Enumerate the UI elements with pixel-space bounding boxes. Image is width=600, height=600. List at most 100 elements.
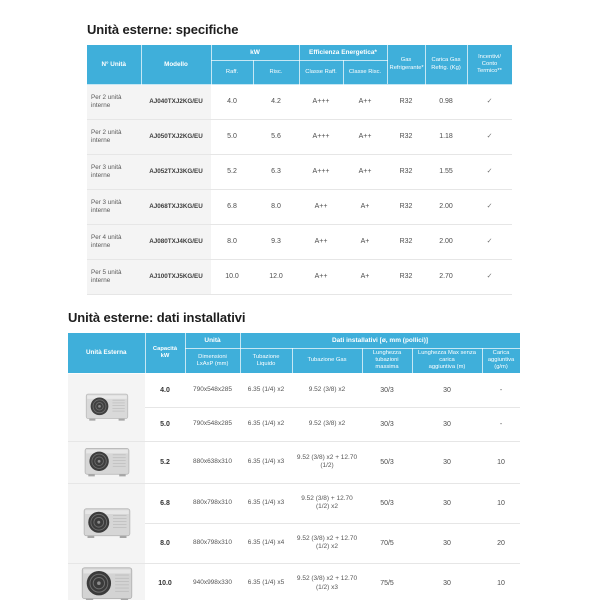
- tubazione-liquido-cell: 6.35 (1/4) x5: [240, 563, 292, 600]
- kw-risc-cell: 12.0: [253, 259, 299, 295]
- install-table: Unità Esterna Capacità kW Unità Dati ins…: [68, 333, 521, 600]
- gas-cell: R32: [387, 259, 426, 295]
- carica-cell: 1.55: [425, 154, 468, 190]
- col-header-lunghezza-max: Lunghezza Max senza carica aggiuntiva (m…: [412, 348, 483, 374]
- kw-raff-cell: 5.2: [211, 154, 253, 190]
- n-unita-cell: Per 3 unità interne: [87, 189, 141, 225]
- outdoor-unit-photo: [68, 483, 145, 564]
- modello-cell: AJ040TXJ2KG/EU: [141, 84, 211, 120]
- capacita-cell: 5.2: [145, 441, 185, 484]
- tubazione-gas-cell: 9.52 (3/8) x2 + 12.70 (1/2) x3: [292, 563, 362, 600]
- lunghezza-cell: 50/3: [362, 483, 412, 524]
- carica-aggiuntiva-cell: 10: [482, 441, 521, 484]
- n-unita-cell: Per 4 unità interne: [87, 224, 141, 260]
- lunghezza-max-cell: 30: [412, 407, 482, 442]
- spec-table-row: Per 2 unità interne AJ040TXJ2KG/EU 4.0 4…: [87, 84, 513, 120]
- carica-aggiuntiva-cell: 10: [482, 483, 521, 524]
- tubazione-liquido-cell: 6.35 (1/4) x3: [240, 483, 292, 524]
- col-group-kw: kW: [211, 45, 300, 61]
- kw-raff-cell: 8.0: [211, 224, 253, 260]
- col-header-classe-risc: Classe Risc.: [343, 60, 388, 85]
- col-header-classe-raff: Classe Raff.: [299, 60, 344, 85]
- dimensioni-cell: 790x548x285: [185, 373, 240, 408]
- tubazione-liquido-cell: 6.35 (1/4) x2: [240, 407, 292, 442]
- install-table-row: 5.2 880x638x310 6.35 (1/4) x3 9.52 (3/8)…: [68, 441, 521, 484]
- col-header-kw-risc: Risc.: [253, 60, 300, 85]
- install-table-row: 6.8 880x798x310 6.35 (1/4) x3 9.52 (3/8)…: [68, 483, 521, 564]
- kw-risc-cell: 4.2: [253, 84, 299, 120]
- kw-risc-cell: 5.6: [253, 119, 299, 155]
- kw-risc-cell: 8.0: [253, 189, 299, 225]
- classe-risc-cell: A+: [343, 224, 388, 260]
- kw-raff-cell: 5.0: [211, 119, 253, 155]
- outdoor-unit-image: [81, 567, 132, 600]
- classe-raff-cell: A++: [299, 259, 343, 295]
- col-header-carica-aggiuntiva: Carica aggiuntiva (g/m): [482, 348, 521, 374]
- n-unita-cell: Per 5 unità interne: [87, 259, 141, 295]
- spec-table: N° Unità Modello kW Efficienza Energetic…: [87, 45, 513, 295]
- check-icon: ✓: [467, 189, 513, 225]
- kw-risc-cell: 9.3: [253, 224, 299, 260]
- lunghezza-max-cell: 30: [412, 523, 482, 564]
- classe-risc-cell: A+: [343, 189, 388, 225]
- install-table-title: Unità esterne: dati installativi: [68, 310, 246, 325]
- col-group-dati-installativi: Dati installativi [ø, mm (pollici)]: [240, 333, 521, 349]
- kw-risc-cell: 6.3: [253, 154, 299, 190]
- lunghezza-cell: 30/3: [362, 373, 412, 408]
- capacita-cell: 6.8: [145, 483, 185, 524]
- classe-raff-cell: A+++: [299, 84, 343, 120]
- col-group-efficienza: Efficienza Energetica*: [299, 45, 388, 61]
- col-header-n-unita: N° Unità: [87, 45, 142, 85]
- n-unita-cell: Per 3 unità interne: [87, 154, 141, 190]
- carica-cell: 2.00: [425, 189, 468, 225]
- gas-cell: R32: [387, 84, 426, 120]
- lunghezza-cell: 75/5: [362, 563, 412, 600]
- carica-cell: 0.98: [425, 84, 468, 120]
- classe-risc-cell: A+: [343, 259, 388, 295]
- tubazione-liquido-cell: 6.35 (1/4) x2: [240, 373, 292, 408]
- outdoor-unit-photo: [68, 441, 145, 484]
- classe-raff-cell: A+++: [299, 154, 343, 190]
- col-header-gas: Gas Refrigerante*: [387, 45, 426, 85]
- spec-table-row: Per 3 unità interne AJ052TXJ3KG/EU 5.2 6…: [87, 154, 513, 190]
- carica-cell: 2.70: [425, 259, 468, 295]
- tubazione-gas-cell: 9.52 (3/8) x2: [292, 407, 362, 442]
- lunghezza-cell: 70/5: [362, 523, 412, 564]
- modello-cell: AJ080TXJ4KG/EU: [141, 224, 211, 260]
- col-header-unita-esterna: Unità Esterna: [68, 333, 146, 374]
- n-unita-cell: Per 2 unità interne: [87, 119, 141, 155]
- col-header-capacita: Capacità kW: [145, 333, 186, 374]
- lunghezza-cell: 50/3: [362, 441, 412, 484]
- modello-cell: AJ068TXJ3KG/EU: [141, 189, 211, 225]
- lunghezza-max-cell: 30: [412, 483, 482, 524]
- check-icon: ✓: [467, 224, 513, 260]
- modello-cell: AJ052TXJ3KG/EU: [141, 154, 211, 190]
- classe-raff-cell: A++: [299, 189, 343, 225]
- spec-table-row: Per 5 unità interne AJ100TXJ5KG/EU 10.0 …: [87, 259, 513, 295]
- outdoor-unit-image: [85, 393, 128, 421]
- carica-aggiuntiva-cell: -: [482, 373, 521, 408]
- carica-aggiuntiva-cell: 10: [482, 563, 521, 600]
- gas-cell: R32: [387, 189, 426, 225]
- lunghezza-max-cell: 30: [412, 373, 482, 408]
- lunghezza-max-cell: 30: [412, 441, 482, 484]
- carica-cell: 1.18: [425, 119, 468, 155]
- kw-raff-cell: 4.0: [211, 84, 253, 120]
- col-header-carica-gas: Carica Gas Refrig. (Kg): [425, 45, 468, 85]
- spec-table-row: Per 4 unità interne AJ080TXJ4KG/EU 8.0 9…: [87, 224, 513, 260]
- spec-table-row: Per 2 unità interne AJ050TXJ2KG/EU 5.0 5…: [87, 119, 513, 155]
- dimensioni-cell: 940x998x330: [185, 563, 240, 600]
- classe-risc-cell: A++: [343, 84, 388, 120]
- classe-raff-cell: A++: [299, 224, 343, 260]
- dimensioni-cell: 880x638x310: [185, 441, 240, 484]
- col-header-dimensioni: Dimensioni LxAxP (mm): [185, 348, 241, 374]
- col-header-kw-raff: Raff.: [211, 60, 254, 85]
- col-header-lunghezza-tubazioni: Lunghezza tubazioni massima: [362, 348, 413, 374]
- outdoor-unit-photo: [68, 563, 145, 600]
- check-icon: ✓: [467, 119, 513, 155]
- capacita-cell: 10.0: [145, 563, 185, 600]
- carica-aggiuntiva-cell: 20: [482, 523, 521, 564]
- classe-risc-cell: A++: [343, 119, 388, 155]
- tubazione-liquido-cell: 6.35 (1/4) x4: [240, 523, 292, 564]
- gas-cell: R32: [387, 119, 426, 155]
